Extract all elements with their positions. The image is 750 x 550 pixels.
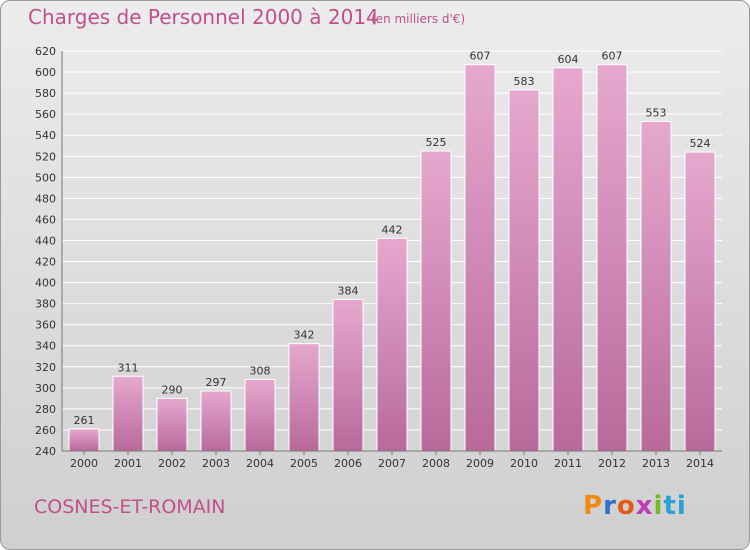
- bar-2011: [552, 67, 584, 452]
- bar-2010: [508, 89, 540, 452]
- x-tick-label-2012: 2012: [598, 457, 626, 470]
- value-label-2012: 607: [602, 50, 623, 63]
- bar-2009: [464, 64, 496, 452]
- value-label-2008: 525: [426, 136, 447, 149]
- bar-2007: [376, 237, 408, 452]
- y-tick-label: 620: [35, 45, 56, 58]
- y-tick-label: 460: [35, 213, 56, 226]
- bar-2003: [200, 390, 232, 452]
- y-tick-label: 400: [35, 277, 56, 290]
- bar-2000: [68, 428, 100, 452]
- label-layer: 261 311 290 297 308 342 384 442 525 607 583 604 607 5…: [74, 50, 711, 427]
- y-tick-label: 580: [35, 87, 56, 100]
- proxiti-logo: Proxiti: [583, 491, 687, 521]
- y-tick-label: 480: [35, 192, 56, 205]
- commune-name: COSNES-ET-ROMAIN: [34, 496, 226, 518]
- bar-2008: [420, 150, 452, 452]
- value-label-2014: 524: [690, 137, 711, 150]
- y-tick-label: 440: [35, 234, 56, 247]
- bar-layer: [68, 64, 716, 452]
- y-tick-label: 320: [35, 361, 56, 374]
- value-label-2009: 607: [470, 50, 491, 63]
- chart-subtitle: (en milliers d'€): [371, 12, 466, 26]
- y-tick-label: 540: [35, 129, 56, 142]
- x-tick-label-2013: 2013: [642, 457, 670, 470]
- bar-2013: [640, 121, 672, 452]
- x-tick-label-2004: 2004: [246, 457, 274, 470]
- value-label-2000: 261: [74, 414, 95, 427]
- x-tick-label-2008: 2008: [422, 457, 450, 470]
- bar-2004: [244, 378, 276, 452]
- y-tick-label: 380: [35, 298, 56, 311]
- y-tick-label: 500: [35, 171, 56, 184]
- x-tick-label-2002: 2002: [158, 457, 186, 470]
- value-label-2013: 553: [646, 107, 667, 120]
- x-tick-label-2014: 2014: [686, 457, 714, 470]
- value-label-2005: 342: [294, 329, 315, 342]
- y-tick-label: 240: [35, 445, 56, 458]
- chart-title: Charges de Personnel 2000 à 2014: [28, 5, 379, 29]
- bar-2014: [684, 151, 716, 452]
- bar-2005: [288, 343, 320, 452]
- x-tick-label-2011: 2011: [554, 457, 582, 470]
- y-tick-label: 520: [35, 150, 56, 163]
- y-tick-label: 420: [35, 256, 56, 269]
- x-tick-label-2001: 2001: [114, 457, 142, 470]
- x-tick-label-2000: 2000: [70, 457, 98, 470]
- value-label-2001: 311: [118, 361, 139, 374]
- x-tick-label-2006: 2006: [334, 457, 362, 470]
- y-tick-label: 300: [35, 382, 56, 395]
- value-label-2002: 290: [162, 383, 183, 396]
- bar-2001: [112, 375, 144, 452]
- value-label-2004: 308: [250, 364, 271, 377]
- value-label-2003: 297: [206, 376, 227, 389]
- value-label-2010: 583: [514, 75, 535, 88]
- y-tick-label: 280: [35, 403, 56, 416]
- bar-2012: [596, 64, 628, 452]
- x-tick-label-2009: 2009: [466, 457, 494, 470]
- value-label-2011: 604: [558, 53, 579, 66]
- bar-2002: [156, 397, 188, 452]
- axis-layer: 240 260 280 300 320 340 360 380 400 420 440 460 480 5…: [35, 45, 722, 470]
- x-tick-label-2010: 2010: [510, 457, 538, 470]
- y-tick-label: 360: [35, 319, 56, 332]
- x-tick-label-2003: 2003: [202, 457, 230, 470]
- bar-2006: [332, 298, 364, 452]
- x-tick-label-2005: 2005: [290, 457, 318, 470]
- y-tick-label: 340: [35, 340, 56, 353]
- y-tick-label: 600: [35, 66, 56, 79]
- x-tick-label-2007: 2007: [378, 457, 406, 470]
- y-tick-label: 260: [35, 424, 56, 437]
- value-label-2006: 384: [338, 284, 359, 297]
- value-label-2007: 442: [382, 223, 403, 236]
- y-tick-label: 560: [35, 108, 56, 121]
